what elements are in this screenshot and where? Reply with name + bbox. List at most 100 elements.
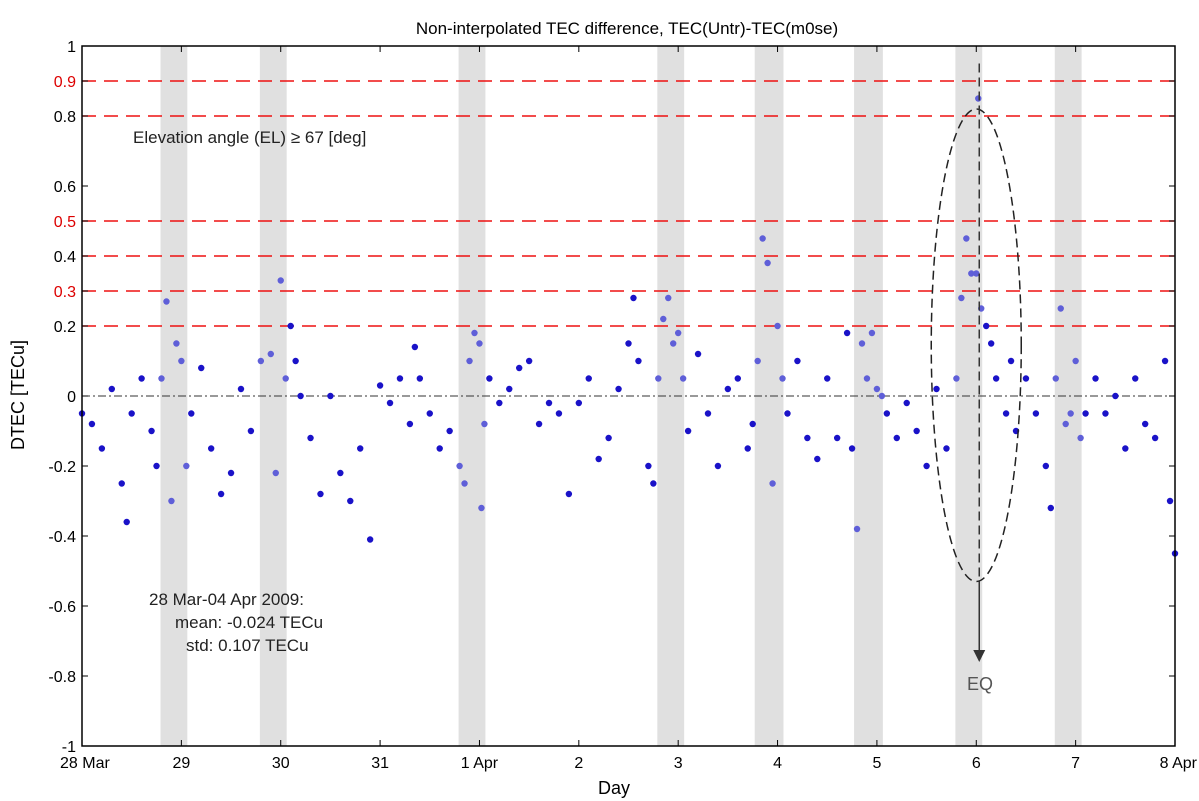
data-point	[327, 392, 334, 400]
data-point	[357, 445, 364, 452]
data-point	[1082, 410, 1089, 417]
data-point	[227, 469, 235, 477]
data-point	[903, 399, 910, 407]
data-point	[769, 480, 776, 487]
data-point	[237, 385, 245, 393]
x-tick-label: 3	[674, 755, 683, 772]
data-points	[78, 95, 1179, 557]
data-point	[694, 350, 702, 358]
data-point	[307, 434, 314, 442]
data-point	[635, 357, 642, 365]
y-axis-ticks: 1 0.9 0.8 0.6 0.5 0.4 0.3 0.2 0 -0.2 -0.4 -0.6 -0.8 -…	[48, 39, 1175, 756]
data-point	[814, 455, 821, 463]
data-point	[535, 420, 543, 428]
data-point	[843, 329, 851, 337]
data-point	[983, 322, 990, 330]
y-tick-label: -0.4	[48, 529, 76, 546]
data-point	[625, 340, 632, 347]
data-point	[506, 385, 513, 393]
eq-highlight-ellipse	[930, 108, 1023, 583]
x-tick-label: 28 Mar	[60, 755, 110, 772]
data-point	[153, 462, 160, 470]
mean-annotation: mean: -0.024 TECu	[175, 613, 323, 632]
eq-arrow-head	[973, 650, 986, 662]
data-point	[878, 392, 886, 400]
data-point	[1122, 445, 1129, 452]
data-point	[98, 445, 106, 452]
y-tick-label: 0.9	[54, 74, 76, 91]
data-point	[1077, 434, 1084, 442]
data-point	[670, 340, 677, 347]
data-point	[456, 462, 463, 470]
data-point	[1161, 357, 1169, 365]
data-point	[292, 357, 299, 365]
data-point	[123, 518, 130, 526]
data-point	[555, 410, 563, 417]
data-point	[461, 480, 468, 487]
data-point	[953, 375, 960, 382]
data-point	[178, 357, 185, 365]
y-axis-label: DTEC [TECu]	[8, 340, 28, 450]
data-point	[168, 497, 175, 505]
data-point	[754, 357, 761, 365]
data-point	[650, 480, 657, 487]
data-point	[933, 385, 940, 393]
data-point	[858, 340, 866, 347]
data-point	[585, 375, 592, 382]
y-tick-label: 1	[67, 39, 76, 56]
data-point	[744, 445, 751, 452]
data-point	[247, 427, 255, 435]
data-point	[734, 375, 741, 382]
chart-title: Non-interpolated TEC difference, TEC(Unt…	[416, 19, 838, 38]
data-point	[848, 445, 856, 452]
x-tick-label: 31	[371, 755, 389, 772]
data-point	[794, 357, 801, 365]
x-tick-label: 6	[972, 755, 981, 772]
data-point	[784, 410, 791, 417]
data-point	[1151, 434, 1159, 442]
data-point	[863, 375, 871, 382]
data-point	[630, 294, 637, 302]
data-point	[913, 427, 920, 435]
data-point	[272, 469, 279, 477]
y-tick-label: -1	[62, 739, 76, 756]
data-point	[163, 298, 170, 305]
data-point	[679, 375, 687, 382]
data-point	[1057, 305, 1064, 312]
data-point	[297, 392, 304, 400]
data-point	[471, 329, 478, 337]
data-point	[759, 235, 766, 242]
y-tick-label: -0.2	[48, 459, 76, 476]
data-point	[975, 95, 982, 102]
data-point	[88, 420, 96, 428]
data-point	[158, 375, 165, 382]
data-point	[1112, 392, 1119, 400]
data-point	[277, 277, 284, 284]
data-point	[496, 399, 503, 407]
data-point	[968, 270, 975, 277]
data-point	[595, 455, 602, 463]
elevation-annotation: Elevation angle (EL) ≥ 67 [deg]	[133, 128, 366, 147]
data-point	[173, 340, 180, 347]
data-point	[267, 350, 274, 358]
data-point	[376, 382, 384, 389]
data-point	[1002, 410, 1010, 417]
data-point	[525, 357, 533, 365]
y-tick-label: 0.3	[54, 284, 76, 301]
data-point	[605, 434, 612, 442]
data-point	[1052, 375, 1059, 382]
y-tick-label: 0.2	[54, 319, 76, 336]
data-point	[684, 427, 692, 435]
data-point	[724, 385, 732, 393]
data-point	[645, 462, 652, 470]
data-point	[478, 504, 485, 512]
data-point	[660, 315, 667, 323]
data-point	[873, 385, 881, 393]
data-point	[337, 469, 344, 477]
x-tick-label: 5	[872, 755, 881, 772]
data-point	[138, 375, 145, 382]
data-point	[347, 497, 354, 505]
data-point	[853, 525, 861, 533]
data-point	[317, 490, 324, 498]
